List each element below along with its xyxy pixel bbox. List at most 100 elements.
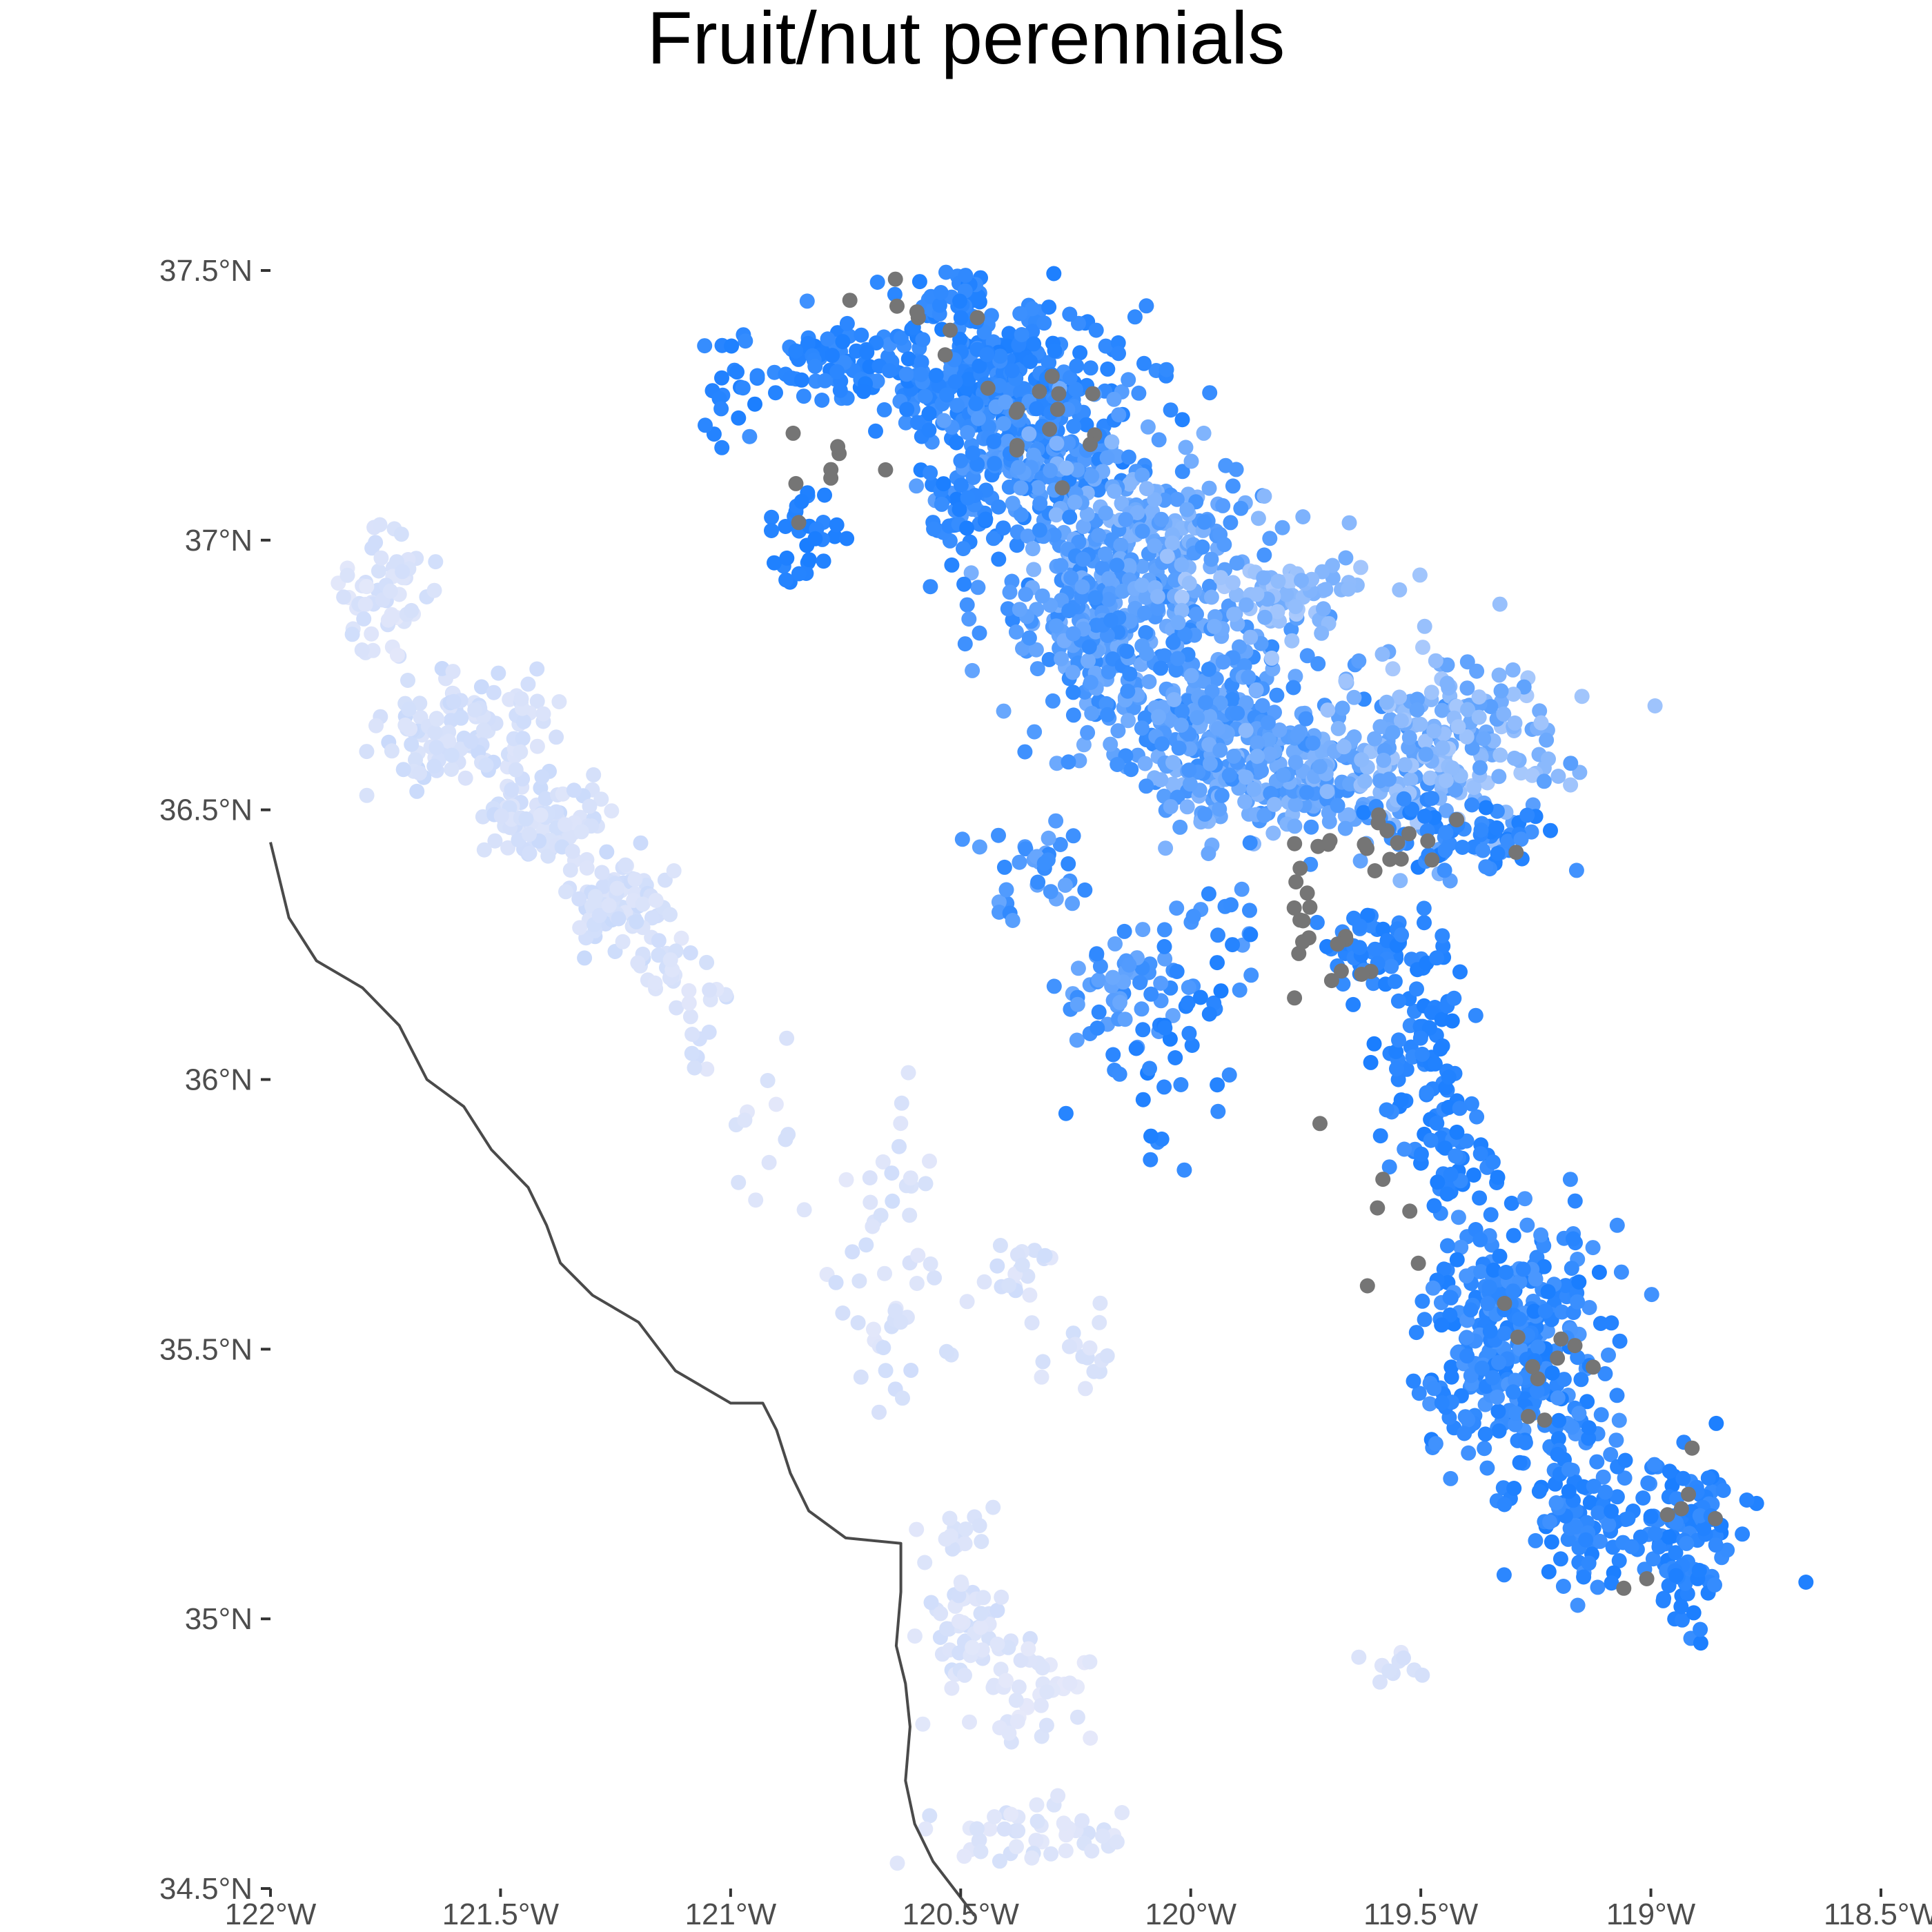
data-point — [1460, 1412, 1476, 1428]
data-point — [1091, 527, 1107, 543]
data-point — [1735, 1526, 1751, 1542]
data-point — [1171, 740, 1187, 756]
data-point — [522, 845, 538, 861]
data-point — [851, 1273, 867, 1289]
data-point — [1021, 630, 1037, 646]
data-point — [1020, 529, 1036, 544]
data-point — [972, 1518, 987, 1533]
data-point — [917, 388, 933, 404]
data-point — [1554, 1304, 1570, 1320]
data-point — [1065, 684, 1081, 700]
data-point — [1072, 345, 1088, 361]
data-point — [1272, 722, 1288, 738]
data-point — [1105, 969, 1121, 985]
data-point — [959, 520, 975, 536]
data-point — [1078, 417, 1094, 433]
data-point — [1335, 976, 1351, 992]
data-point — [1486, 1262, 1501, 1278]
data-point — [1157, 1020, 1173, 1036]
data-point — [1001, 479, 1017, 495]
data-point — [1226, 607, 1242, 622]
data-point — [1241, 669, 1256, 685]
data-point — [1294, 573, 1309, 589]
data-point — [944, 557, 960, 573]
data-point-missing — [1420, 833, 1436, 849]
data-point — [1026, 562, 1042, 578]
data-point — [939, 387, 954, 403]
data-point — [1067, 382, 1083, 397]
data-point — [1570, 1350, 1586, 1366]
data-point — [876, 1340, 891, 1356]
data-point — [1543, 822, 1558, 838]
data-point — [894, 1095, 909, 1111]
data-point — [1417, 915, 1432, 931]
data-point — [1376, 752, 1392, 768]
data-point — [1524, 767, 1540, 783]
data-point — [1221, 1067, 1237, 1083]
data-point — [1434, 1395, 1450, 1411]
data-point — [1342, 776, 1358, 792]
y-axis-tick-label: 36.5°N — [159, 793, 253, 827]
data-point — [1493, 683, 1509, 699]
data-point-missing — [1333, 963, 1349, 979]
data-point — [907, 1628, 923, 1644]
data-point — [1505, 1283, 1521, 1299]
data-point — [357, 597, 373, 612]
data-point — [1299, 648, 1315, 664]
data-point — [1156, 922, 1172, 938]
data-point — [1450, 1210, 1466, 1225]
data-point — [1581, 1300, 1597, 1315]
data-point — [1568, 862, 1584, 878]
data-point — [974, 1534, 989, 1550]
data-point — [915, 332, 931, 348]
data-point — [1419, 1085, 1435, 1101]
data-point — [1081, 653, 1096, 669]
data-point — [1169, 900, 1185, 916]
data-point — [1314, 564, 1330, 580]
data-point — [1119, 644, 1135, 659]
data-point — [408, 752, 423, 768]
data-point — [1041, 830, 1056, 846]
data-point — [1106, 391, 1122, 407]
data-point — [1401, 730, 1417, 745]
data-point — [1330, 720, 1346, 736]
data-point — [1469, 1109, 1485, 1125]
data-point — [1134, 558, 1150, 574]
data-point — [866, 1321, 881, 1337]
data-point — [909, 1276, 925, 1291]
data-point — [1035, 1354, 1051, 1370]
data-point — [441, 733, 457, 749]
data-point — [1381, 1663, 1397, 1679]
data-point — [1088, 322, 1104, 338]
data-point — [1197, 807, 1213, 822]
data-point — [1586, 1479, 1601, 1494]
data-point-missing — [980, 380, 996, 396]
data-point — [838, 1172, 854, 1187]
data-point — [1423, 1132, 1439, 1148]
data-point — [987, 455, 1003, 471]
data-point-missing — [1537, 1412, 1552, 1428]
data-point — [673, 930, 689, 946]
data-point — [1170, 651, 1185, 667]
data-point — [1439, 676, 1455, 691]
data-point — [1452, 964, 1468, 980]
data-point — [963, 565, 979, 581]
data-point — [1573, 1372, 1589, 1388]
data-point — [1566, 1231, 1581, 1247]
data-point — [1459, 654, 1475, 670]
data-point — [518, 811, 534, 827]
data-point — [1457, 1426, 1472, 1441]
data-point — [384, 743, 400, 759]
data-point-missing — [1009, 442, 1025, 458]
data-point-missing — [1370, 815, 1386, 831]
data-point — [954, 831, 970, 847]
data-point — [1397, 757, 1413, 773]
data-point — [1098, 338, 1114, 354]
data-point-missing — [1375, 1172, 1391, 1187]
data-point — [1589, 1454, 1605, 1470]
data-point — [1143, 986, 1159, 1002]
data-point — [404, 736, 420, 752]
data-point — [832, 382, 848, 398]
data-point — [1183, 668, 1199, 684]
data-point — [1662, 1463, 1677, 1479]
